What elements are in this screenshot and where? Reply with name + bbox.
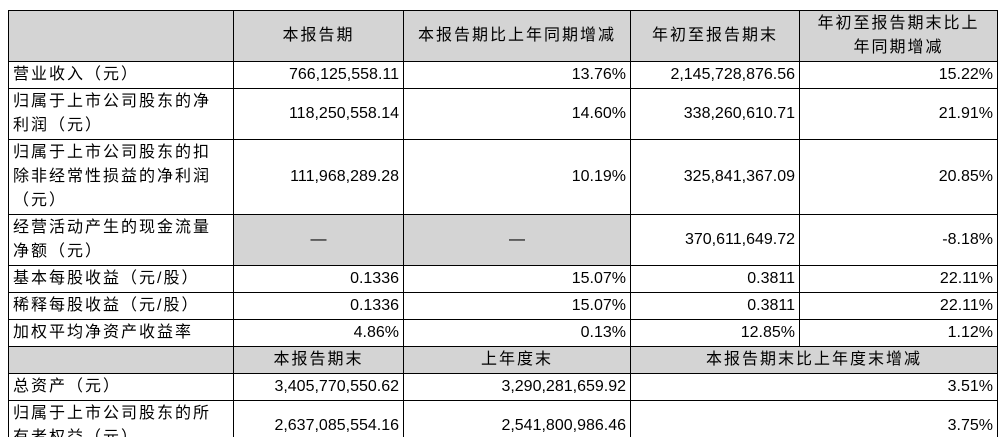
cell-value: 766,125,558.11 bbox=[233, 61, 404, 89]
cell-value: 3,405,770,550.62 bbox=[233, 373, 404, 401]
row-label: 稀释每股收益（元/股） bbox=[8, 292, 234, 320]
column-header-end-of-last-year: 上年度末 bbox=[403, 346, 631, 374]
table-row-operating-revenue: 营业收入（元） 766,125,558.11 13.76% 2,145,728,… bbox=[8, 61, 998, 89]
cell-value: 2,145,728,876.56 bbox=[630, 61, 800, 89]
column-header-period-end-change: 本报告期末比上年度末增减 bbox=[630, 346, 998, 374]
row-label: 归属于上市公司股东的扣 除非经常性损益的净利润 （元） bbox=[8, 139, 234, 215]
cell-value: 0.1336 bbox=[233, 265, 404, 293]
table-header-row-1: 本报告期 本报告期比上年同期增减 年初至报告期末 年初至报告期末比上 年同期增减 bbox=[8, 10, 998, 62]
cell-value: 118,250,558.14 bbox=[233, 88, 404, 140]
row-label: 营业收入（元） bbox=[8, 61, 234, 89]
column-header-ytd-yoy-change: 年初至报告期末比上 年同期增减 bbox=[799, 10, 998, 62]
cell-value: 0.3811 bbox=[630, 292, 800, 320]
table-row-total-assets: 总资产（元） 3,405,770,550.62 3,290,281,659.92… bbox=[8, 373, 998, 401]
cell-value: 22.11% bbox=[799, 265, 998, 293]
table-row-diluted-eps: 稀释每股收益（元/股） 0.1336 15.07% 0.3811 22.11% bbox=[8, 292, 998, 320]
cell-value-dash: — bbox=[403, 214, 631, 266]
cell-value: 3,290,281,659.92 bbox=[403, 373, 631, 401]
table-row-basic-eps: 基本每股收益（元/股） 0.1336 15.07% 0.3811 22.11% bbox=[8, 265, 998, 293]
row-label: 归属于上市公司股东的净 利润（元） bbox=[8, 88, 234, 140]
cell-value: 111,968,289.28 bbox=[233, 139, 404, 215]
cell-value: 3.75% bbox=[630, 400, 998, 437]
row-label: 经营活动产生的现金流量 净额（元） bbox=[8, 214, 234, 266]
cell-value: 4.86% bbox=[233, 319, 404, 347]
column-header-ytd: 年初至报告期末 bbox=[630, 10, 800, 62]
corner-header-cell bbox=[8, 346, 234, 374]
cell-value: 370,611,649.72 bbox=[630, 214, 800, 266]
cell-value: 10.19% bbox=[403, 139, 631, 215]
financial-summary-table: 本报告期 本报告期比上年同期增减 年初至报告期末 年初至报告期末比上 年同期增减… bbox=[8, 10, 998, 437]
cell-value: 15.07% bbox=[403, 292, 631, 320]
cell-value: 14.60% bbox=[403, 88, 631, 140]
column-header-end-of-period: 本报告期末 bbox=[233, 346, 404, 374]
cell-value: -8.18% bbox=[799, 214, 998, 266]
cell-value: 13.76% bbox=[403, 61, 631, 89]
cell-value: 2,541,800,986.46 bbox=[403, 400, 631, 437]
cell-value: 1.12% bbox=[799, 319, 998, 347]
column-header-current-period: 本报告期 bbox=[233, 10, 404, 62]
cell-value: 21.91% bbox=[799, 88, 998, 140]
cell-value: 20.85% bbox=[799, 139, 998, 215]
cell-value: 0.13% bbox=[403, 319, 631, 347]
cell-value: 325,841,367.09 bbox=[630, 139, 800, 215]
column-header-yoy-change: 本报告期比上年同期增减 bbox=[403, 10, 631, 62]
table-row-net-profit: 归属于上市公司股东的净 利润（元） 118,250,558.14 14.60% … bbox=[8, 88, 998, 140]
row-label: 归属于上市公司股东的所 有者权益（元） bbox=[8, 400, 234, 437]
row-label: 加权平均净资产收益率 bbox=[8, 319, 234, 347]
table-row-net-profit-excl-nonrecurring: 归属于上市公司股东的扣 除非经常性损益的净利润 （元） 111,968,289.… bbox=[8, 139, 998, 215]
table-header-row-2: 本报告期末 上年度末 本报告期末比上年度末增减 bbox=[8, 346, 998, 374]
table-row-owners-equity: 归属于上市公司股东的所 有者权益（元） 2,637,085,554.16 2,5… bbox=[8, 400, 998, 437]
cell-value: 3.51% bbox=[630, 373, 998, 401]
cell-value: 15.07% bbox=[403, 265, 631, 293]
cell-value: 15.22% bbox=[799, 61, 998, 89]
row-label: 基本每股收益（元/股） bbox=[8, 265, 234, 293]
cell-value: 0.3811 bbox=[630, 265, 800, 293]
row-label: 总资产（元） bbox=[8, 373, 234, 401]
cell-value: 12.85% bbox=[630, 319, 800, 347]
cell-value: 338,260,610.71 bbox=[630, 88, 800, 140]
table-row-operating-cash-flow: 经营活动产生的现金流量 净额（元） — — 370,611,649.72 -8.… bbox=[8, 214, 998, 266]
cell-value: 22.11% bbox=[799, 292, 998, 320]
cell-value: 2,637,085,554.16 bbox=[233, 400, 404, 437]
table-row-weighted-avg-roe: 加权平均净资产收益率 4.86% 0.13% 12.85% 1.12% bbox=[8, 319, 998, 347]
cell-value: 0.1336 bbox=[233, 292, 404, 320]
cell-value-dash: — bbox=[233, 214, 404, 266]
corner-header-cell bbox=[8, 10, 234, 62]
